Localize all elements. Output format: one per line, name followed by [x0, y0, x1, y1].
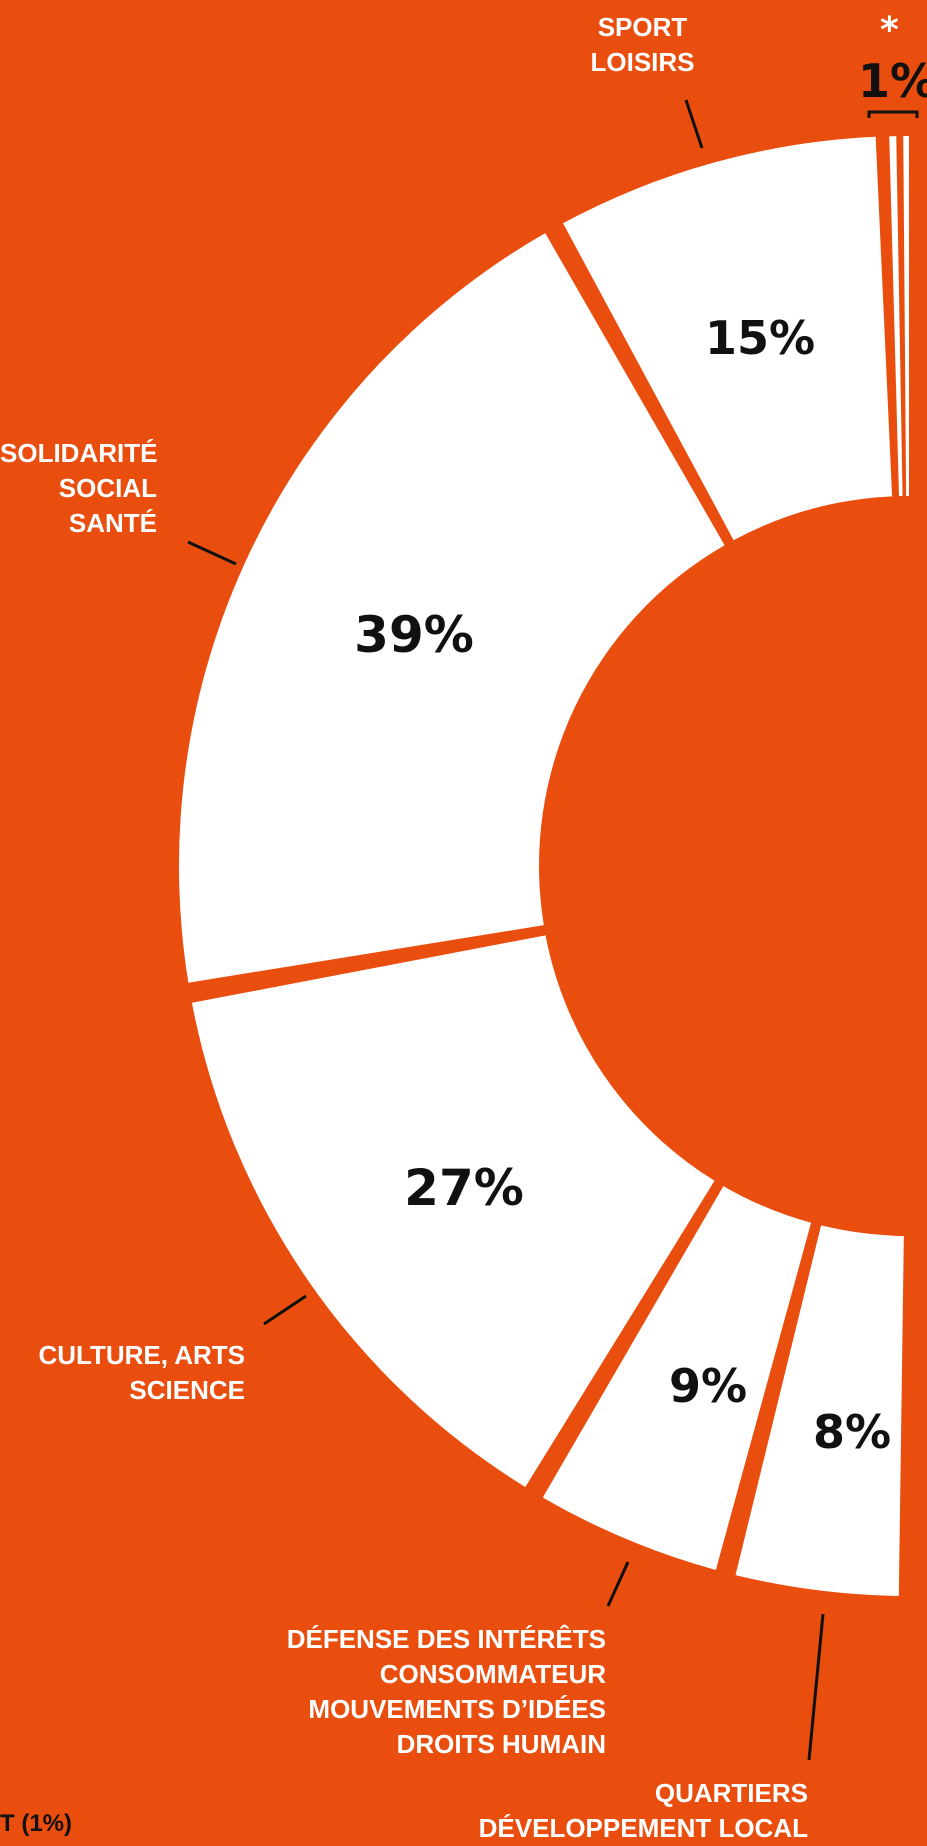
label-line: QUARTIERS [654, 1778, 808, 1808]
label-line: SPORT [597, 12, 688, 42]
value-label-culture: 27% [404, 1159, 524, 1217]
segment-solidarite [178, 233, 725, 983]
value-label-sport: 15% [705, 311, 815, 365]
leader-lines [187, 99, 825, 1761]
segment-sport [563, 136, 893, 541]
leader-line-culture [263, 1294, 307, 1326]
leader-line-solidarite [187, 540, 237, 566]
label-line: SOCIAL [58, 473, 157, 503]
value-label-defense: 9% [669, 1359, 747, 1413]
category-label-culture: CULTURE, ARTS SCIENCE [30, 1338, 245, 1408]
segment-quartiers [735, 1225, 904, 1596]
label-line: SANTÉ [68, 508, 157, 538]
label-line: SOLIDARITÉ [0, 438, 158, 468]
leader-line-defense [606, 1561, 630, 1607]
label-line: SCIENCE [129, 1375, 245, 1405]
label-line: CULTURE, ARTS [38, 1340, 245, 1370]
chart-segments [178, 136, 904, 1596]
segment-culture [191, 935, 715, 1488]
category-label-quartiers: QUARTIERS DÉVELOPPEMENT LOCAL [470, 1776, 808, 1846]
label-line: MOUVEMENTS D’IDÉES [308, 1694, 606, 1724]
asterisk-label: * [880, 10, 899, 51]
segment-defense [542, 1186, 812, 1570]
label-line: DÉFENSE DES INTÉRÊTS [286, 1624, 606, 1654]
label-line: CONSOMMATEUR [379, 1659, 606, 1689]
value-label-quartiers: 8% [813, 1405, 891, 1459]
category-label-defense: DÉFENSE DES INTÉRÊTS CONSOMMATEUR MOUVEM… [260, 1622, 606, 1762]
category-label-solidarite: SOLIDARITÉ SOCIAL SANTÉ [0, 436, 157, 541]
segment-small-sliver [889, 136, 903, 497]
label-line: DÉVELOPPEMENT LOCAL [478, 1813, 808, 1843]
label-line: LOISIRS [590, 47, 695, 77]
label-line: DROITS HUMAIN [396, 1729, 606, 1759]
value-label-solidarite: 39% [354, 606, 474, 664]
footnote-text: T (1%) [0, 1810, 72, 1837]
small-slice-bracket [867, 110, 919, 118]
segment-small-sliver [903, 136, 909, 497]
value-label-small: 1% [858, 54, 927, 108]
small-slice-group [889, 136, 909, 497]
category-label-sport: SPORT LOISIRS [580, 10, 705, 80]
leader-line-sport [684, 99, 704, 149]
leader-line-quartiers [807, 1613, 825, 1761]
